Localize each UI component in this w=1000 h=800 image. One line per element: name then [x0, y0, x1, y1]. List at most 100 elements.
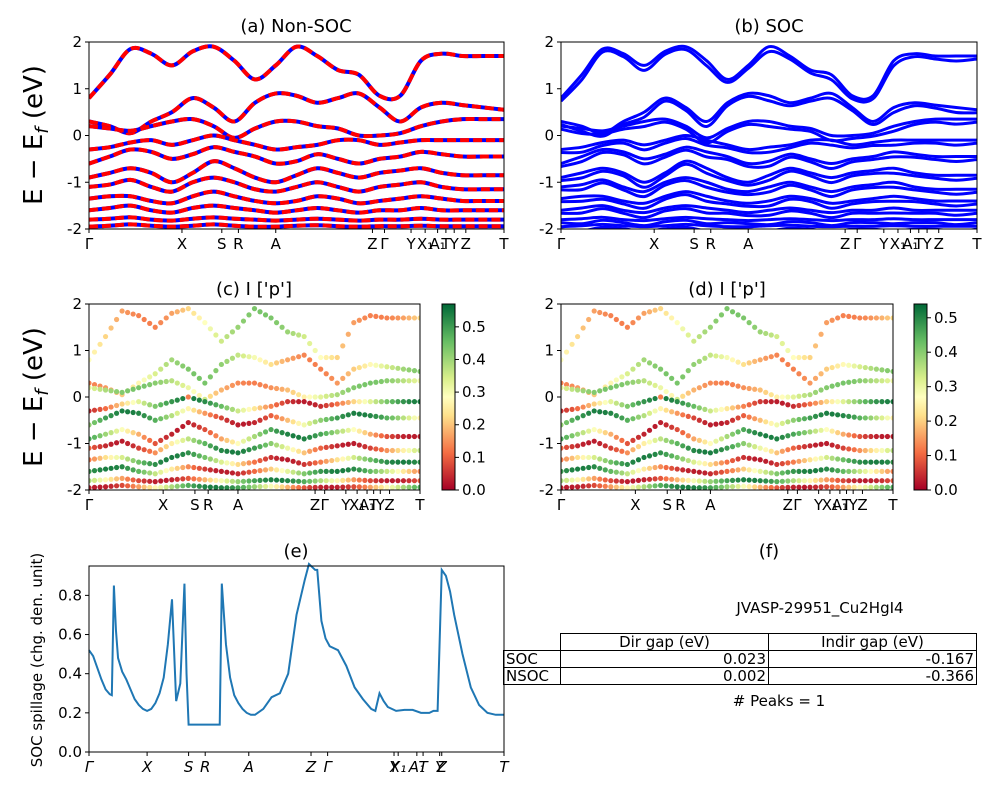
projected-point	[713, 461, 719, 467]
projected-point	[718, 354, 725, 360]
projected-point	[130, 477, 136, 483]
projected-point	[691, 485, 697, 490]
band-line-spin-up	[89, 222, 504, 229]
projected-point	[417, 478, 420, 484]
projected-point	[323, 371, 329, 377]
projected-point	[395, 468, 401, 474]
projected-point	[207, 467, 213, 473]
projected-point	[312, 347, 318, 354]
projected-point	[279, 400, 285, 406]
projected-point	[674, 466, 680, 472]
projected-point	[580, 454, 586, 461]
projected-point	[251, 433, 258, 440]
projected-point	[763, 419, 769, 425]
projected-point	[362, 382, 368, 388]
projected-point	[840, 478, 846, 484]
projected-point	[362, 468, 368, 474]
projected-point	[619, 374, 625, 380]
projected-point	[362, 456, 368, 462]
projected-point	[384, 484, 390, 490]
projected-point	[757, 387, 763, 393]
projected-point	[890, 415, 893, 421]
projected-point	[147, 415, 153, 421]
projected-point	[702, 439, 708, 445]
projected-point	[602, 443, 608, 449]
projected-point	[741, 440, 747, 447]
projected-point	[563, 382, 570, 388]
projected-point	[602, 409, 608, 416]
projected-point	[674, 477, 680, 483]
projected-point	[362, 444, 368, 450]
projected-point	[119, 475, 125, 481]
projected-point	[840, 399, 846, 405]
projected-point	[840, 457, 846, 463]
projected-point	[268, 403, 274, 409]
projected-point	[790, 484, 797, 490]
projected-point	[663, 371, 669, 377]
projected-point	[619, 448, 625, 454]
projected-point	[812, 389, 819, 395]
projected-point	[812, 456, 819, 462]
projected-point	[586, 464, 592, 471]
projected-point	[763, 433, 769, 439]
projected-point	[602, 467, 608, 473]
projected-point	[213, 477, 219, 483]
projected-point	[835, 444, 841, 450]
projected-point	[741, 477, 747, 483]
projected-point	[707, 461, 714, 468]
projected-point	[613, 434, 619, 440]
projected-point	[707, 485, 713, 490]
projected-point	[812, 468, 819, 474]
projected-point	[411, 447, 418, 454]
projected-point	[169, 477, 175, 483]
projected-point	[785, 433, 791, 439]
projected-point	[174, 410, 180, 416]
projected-point	[658, 306, 664, 312]
projected-point	[707, 440, 714, 447]
projected-point	[561, 357, 564, 363]
projected-point	[597, 440, 603, 447]
projected-point	[768, 434, 774, 440]
projected-point	[752, 386, 758, 392]
projected-point	[323, 416, 329, 423]
projected-point	[285, 329, 291, 335]
projected-point	[323, 393, 329, 399]
projected-point	[561, 422, 564, 428]
projected-point	[619, 402, 625, 408]
projected-point	[884, 468, 891, 474]
projected-point	[846, 484, 852, 490]
projected-point	[663, 407, 669, 413]
projected-point	[613, 383, 619, 389]
projected-point	[569, 467, 575, 473]
projected-point	[785, 347, 791, 354]
projected-point	[108, 388, 114, 394]
projected-point	[630, 459, 636, 465]
y-tick-label: 1	[72, 80, 82, 98]
projected-point	[873, 478, 880, 484]
projected-point	[362, 315, 368, 321]
projected-point	[97, 417, 103, 423]
projected-point	[641, 310, 647, 316]
projected-point	[296, 470, 302, 476]
projected-point	[196, 375, 202, 381]
projected-point	[835, 477, 841, 483]
projected-point	[652, 483, 658, 489]
projected-point	[575, 406, 581, 412]
band-line	[561, 190, 977, 205]
projected-point	[663, 451, 669, 457]
projected-point	[378, 468, 384, 474]
band-line	[561, 117, 977, 140]
projected-point	[846, 413, 852, 419]
projected-point	[674, 410, 680, 416]
projected-point	[213, 413, 219, 419]
projected-point	[884, 315, 891, 321]
projected-point	[384, 364, 390, 370]
x-tick-label: X₁	[822, 496, 838, 514]
projected-point	[768, 392, 774, 398]
projected-point	[417, 378, 420, 384]
projected-point	[141, 383, 147, 389]
projected-point	[351, 410, 357, 416]
projected-point	[185, 475, 191, 481]
projected-point	[141, 447, 147, 453]
